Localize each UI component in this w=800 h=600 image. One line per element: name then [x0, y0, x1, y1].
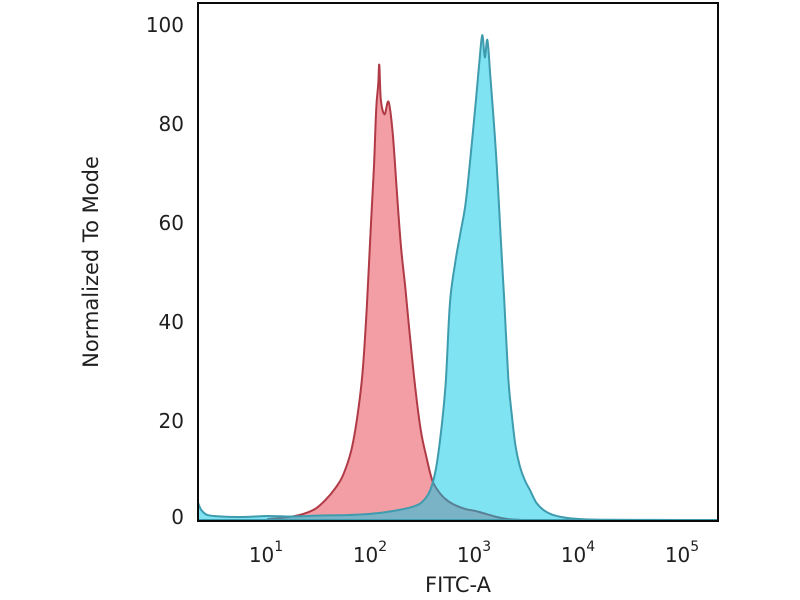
x-tick-1e1: 101 [249, 539, 283, 567]
y-tick-100: 100 [146, 13, 184, 37]
y-axis-tick-labels: 100 80 60 40 20 0 [146, 13, 184, 529]
x-tick-1e2: 102 [353, 539, 387, 567]
y-axis-title: Normalized To Mode [79, 156, 103, 368]
y-tick-0: 0 [171, 505, 184, 529]
y-tick-40: 40 [159, 310, 184, 334]
y-tick-60: 60 [159, 211, 184, 235]
y-tick-80: 80 [159, 112, 184, 136]
x-tick-1e3: 103 [457, 539, 491, 567]
x-tick-1e5: 105 [665, 539, 699, 567]
x-axis-title: FITC-A [425, 573, 492, 597]
x-tick-1e4: 104 [561, 539, 595, 567]
cyan-histogram-curve [199, 34, 717, 521]
y-tick-20: 20 [159, 409, 184, 433]
x-axis-tick-labels: 101 102 103 104 105 [249, 539, 699, 567]
plot-box-spines [197, 2, 719, 522]
